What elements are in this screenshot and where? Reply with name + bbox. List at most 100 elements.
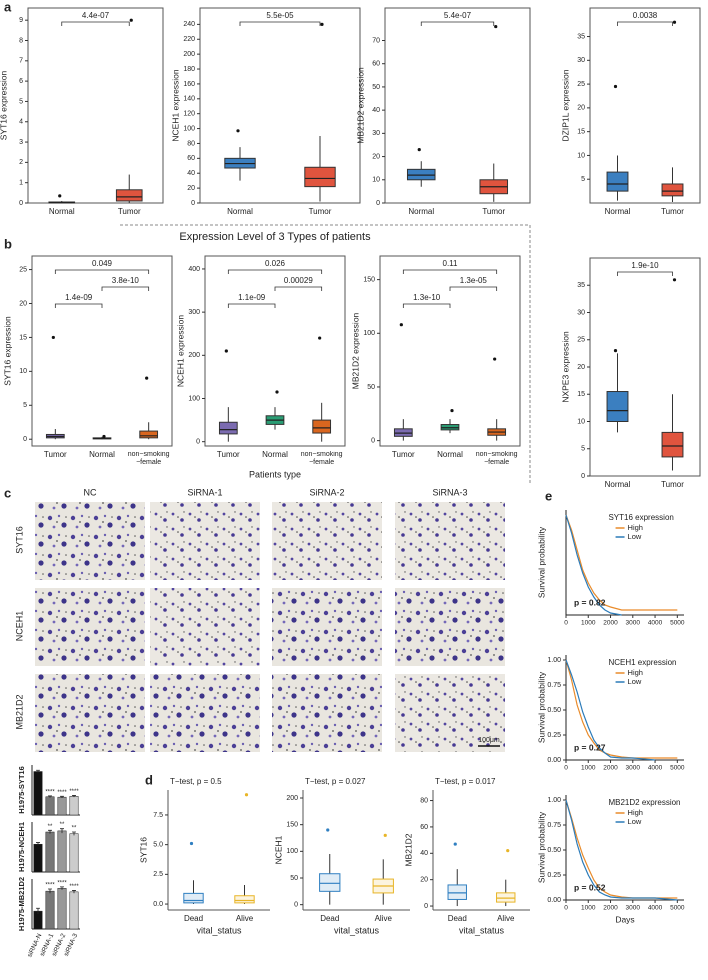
y-tick-label: 30 xyxy=(372,130,380,137)
bar xyxy=(45,831,55,873)
box xyxy=(319,873,341,892)
x-tick-label: Tumor xyxy=(44,450,67,459)
x-tick-label: 3000 xyxy=(626,620,641,627)
x-tick-label: 2000 xyxy=(603,765,618,772)
y-tick-label: 180 xyxy=(183,66,195,73)
outlier xyxy=(450,408,454,413)
outlier xyxy=(320,22,324,26)
micrograph xyxy=(35,588,145,666)
y-tick-label: 100 xyxy=(188,395,200,402)
row-label: MB21D2 xyxy=(14,694,24,729)
plot-frame xyxy=(379,255,521,447)
x-tick-label: 5000 xyxy=(670,620,685,627)
micrograph xyxy=(35,674,145,752)
y-tick-label: 200 xyxy=(286,795,298,802)
y-tick-label: 160 xyxy=(183,81,195,88)
x-tick-label: 2000 xyxy=(603,620,618,627)
x-tick-label: non−smoking −female xyxy=(475,451,518,466)
y-tick-label: 0.50 xyxy=(547,847,561,854)
y-tick-label: 100 xyxy=(286,848,298,855)
y-tick-label: 300 xyxy=(188,309,200,316)
box xyxy=(661,431,684,458)
p-value: p = 0.82 xyxy=(574,597,606,607)
x-tick-label: 4000 xyxy=(648,765,663,772)
outlier xyxy=(506,849,510,853)
y-tick-label: 5.0 xyxy=(153,841,163,848)
significance: **** xyxy=(45,789,55,795)
survival-curve xyxy=(565,799,678,901)
y-axis-label: H1975-MB21D2 xyxy=(17,877,26,931)
y-axis-label: MB21D2 expression xyxy=(350,312,360,389)
x-tick-label: Dead xyxy=(184,914,203,923)
comparison-bracket xyxy=(420,21,495,26)
x-tick-label: 4000 xyxy=(648,620,663,627)
panel-letter: a xyxy=(4,0,12,14)
box xyxy=(139,430,159,439)
column-label: SiRNA-3 xyxy=(432,487,467,497)
y-tick-label: 0 xyxy=(196,439,200,446)
outlier xyxy=(453,842,457,846)
y-tick-label: 0.00 xyxy=(547,897,561,904)
y-tick-label: 5 xyxy=(581,176,585,183)
x-axis-label: vital_status xyxy=(459,925,505,935)
error-bar xyxy=(48,829,52,834)
plot-frame xyxy=(589,257,701,477)
y-axis-label: NXPE3 expression xyxy=(560,331,570,403)
y-tick-label: 0.00 xyxy=(547,757,561,764)
legend-label: Low xyxy=(628,677,642,686)
x-tick-label: 1000 xyxy=(581,905,596,912)
y-tick-label: 200 xyxy=(183,51,195,58)
y-tick-label: 0.75 xyxy=(547,682,561,689)
y-tick-label: 50 xyxy=(372,84,380,91)
image-grid: c NC SiRNA-1 SiRNA-2 SiRNA-3 SYT16 NCEH1… xyxy=(4,485,505,752)
y-tick-label: 80 xyxy=(420,797,428,804)
y-tick-label: 0 xyxy=(191,200,195,207)
bar xyxy=(33,843,43,873)
column-label: SiRNA-2 xyxy=(309,487,344,497)
outlier xyxy=(399,323,403,327)
y-tick-label: 0 xyxy=(376,200,380,207)
y-tick-label: 5 xyxy=(23,402,27,409)
significance: ** xyxy=(72,826,77,832)
y-tick-label: 100 xyxy=(183,125,195,132)
comparison-bracket xyxy=(617,21,673,26)
y-axis-label: H1975-NCEH1 xyxy=(17,822,26,872)
x-tick-label: Normal xyxy=(262,450,288,459)
y-tick-label: 40 xyxy=(420,850,428,857)
y-tick-label: 6 xyxy=(19,78,23,85)
error-bar xyxy=(72,795,76,798)
x-tick-label: 0 xyxy=(564,620,568,627)
y-tick-label: 240 xyxy=(183,21,195,28)
error-bar xyxy=(36,842,40,846)
y-tick-label: 25 xyxy=(577,337,585,344)
error-bar xyxy=(60,795,64,799)
x-tick-label: 0 xyxy=(564,905,568,912)
bar xyxy=(69,891,79,930)
x-tick-label: 1000 xyxy=(581,765,596,772)
significance: ** xyxy=(48,824,53,830)
p-value: p = 0.52 xyxy=(574,882,606,892)
y-tick-label: 20 xyxy=(19,300,27,307)
y-tick-label: 1 xyxy=(19,180,23,187)
y-tick-label: 5 xyxy=(19,98,23,105)
box xyxy=(234,895,255,904)
x-axis-label: Patients type xyxy=(249,469,301,479)
y-axis-label: Survival probability xyxy=(536,526,546,598)
p-value: 0.0038 xyxy=(633,11,658,20)
p-value: 0.026 xyxy=(265,259,286,268)
micrograph xyxy=(272,588,382,666)
bar xyxy=(57,796,67,816)
x-tick-label-box: non−smoking −female xyxy=(128,451,170,466)
y-tick-label: 0 xyxy=(23,436,27,443)
y-tick-label: 20 xyxy=(577,364,585,371)
x-tick-label: Dead xyxy=(320,914,339,923)
y-tick-label: 8 xyxy=(19,37,23,44)
y-tick-label: 10 xyxy=(372,177,380,184)
outlier xyxy=(145,376,149,380)
comparison-bracket xyxy=(617,271,673,276)
y-tick-label: 0 xyxy=(371,437,375,444)
x-tick-label-box: non−smoking −female xyxy=(475,451,518,466)
comparison-bracket xyxy=(402,303,451,308)
y-tick-label: 15 xyxy=(577,391,585,398)
legend-title: NCEH1 expression xyxy=(608,658,676,667)
